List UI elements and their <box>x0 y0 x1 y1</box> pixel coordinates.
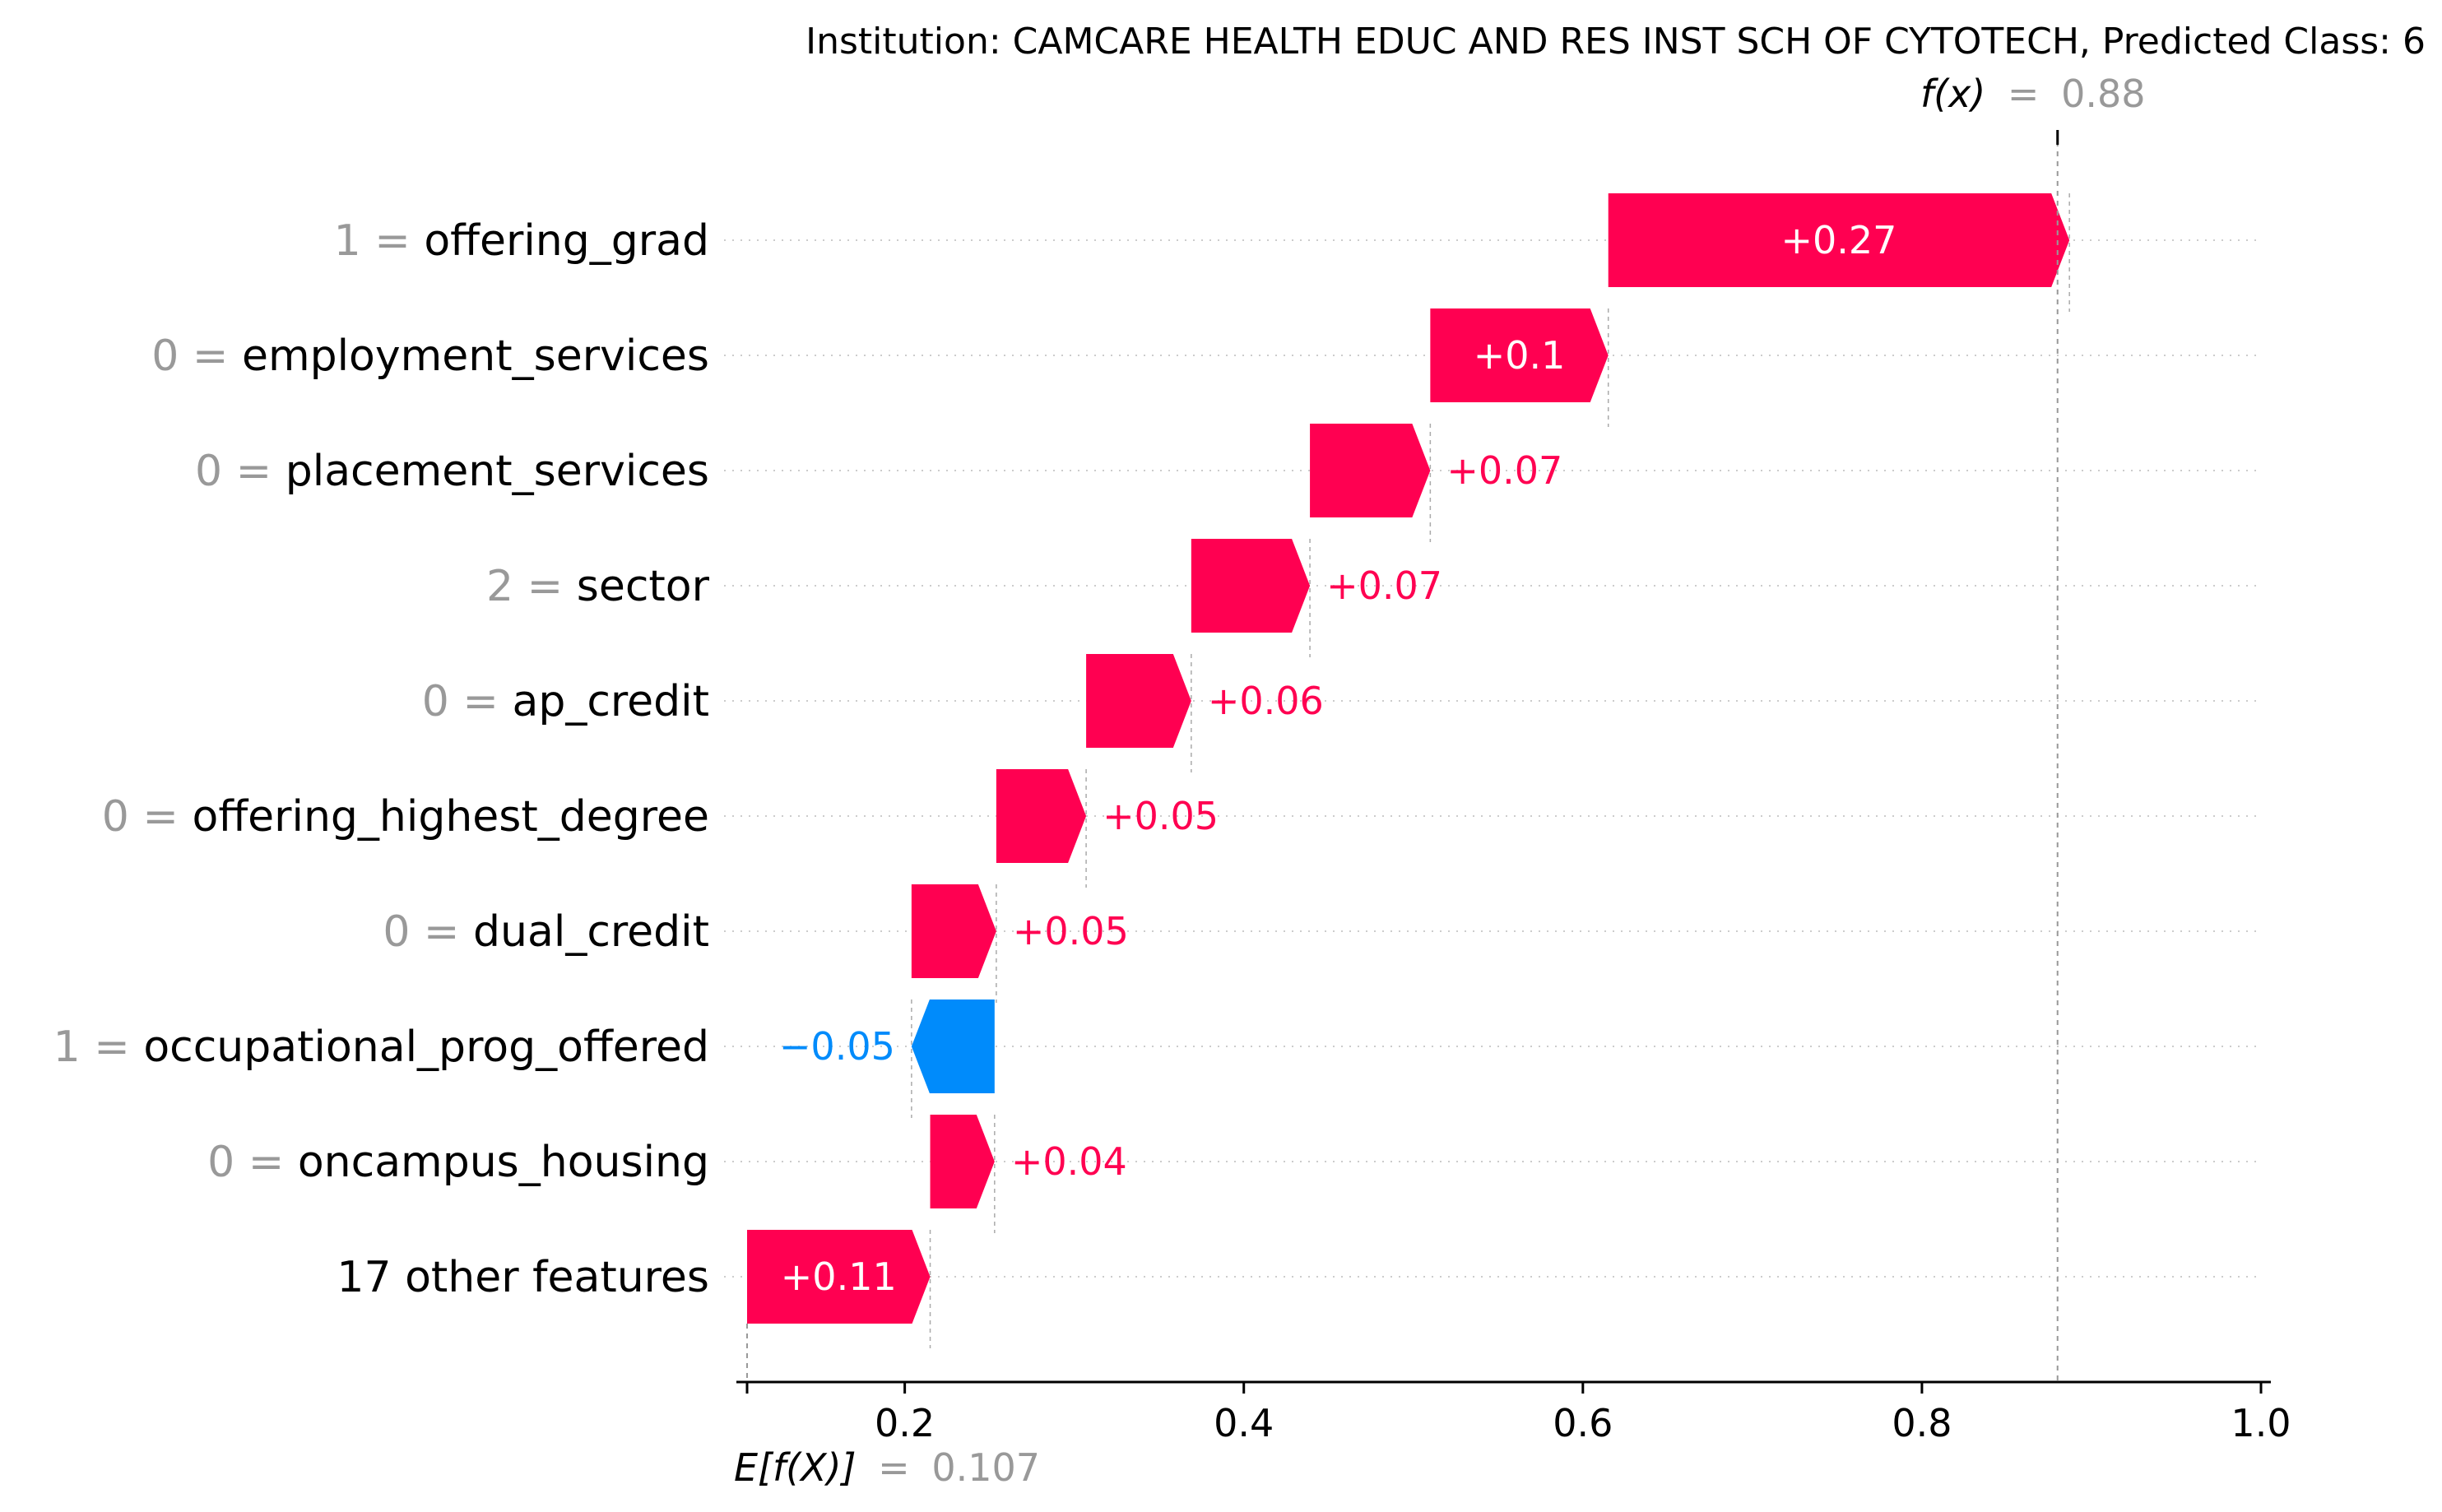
contribution-bar <box>1608 193 2070 287</box>
feature-name: occupational_prog_offered <box>143 1023 709 1072</box>
x-tick-label: 0.6 <box>1553 1401 1613 1445</box>
x-tick-label: 0.8 <box>1892 1401 1952 1445</box>
feature-value: 1 <box>334 216 361 266</box>
feature-value: 0 <box>383 907 410 957</box>
contribution-label: −0.05 <box>779 1024 895 1069</box>
x-tick-label: 1.0 <box>2231 1401 2291 1445</box>
base-eq: = <box>878 1445 910 1490</box>
fx-label: f(x) = 0.88 <box>1920 72 2146 116</box>
feature-value: 0 <box>207 1138 234 1187</box>
contribution-bar <box>911 999 995 1093</box>
feature-label: 17 other features <box>337 1253 709 1302</box>
feature-label: 2 = sector <box>486 562 710 611</box>
contribution-bar <box>1086 654 1191 748</box>
feature-eq: = <box>361 216 425 266</box>
x-axis: 0.2 0.4 0.6 0.8 1.0 <box>736 1380 2291 1445</box>
contribution-label: +0.05 <box>1103 794 1219 838</box>
connector-lines <box>911 193 2070 1348</box>
feature-eq: = <box>513 562 577 611</box>
contribution-label: +0.1 <box>1474 333 1566 378</box>
feature-label: 0 = placement_services <box>195 447 709 496</box>
feature-value: 0 <box>151 332 179 381</box>
contribution-bar <box>996 769 1087 863</box>
feature-name: placement_services <box>286 447 709 496</box>
contribution-label: +0.11 <box>781 1255 897 1299</box>
contribution-bar <box>911 884 996 978</box>
contribution-bar <box>1430 308 1609 402</box>
feature-name: employment_services <box>242 332 709 381</box>
feature-value: 0 <box>195 447 222 496</box>
fx-value: 0.88 <box>2061 72 2145 116</box>
feature-name: offering_highest_degree <box>193 792 710 842</box>
feature-label: 0 = employment_services <box>151 332 709 381</box>
feature-eq: = <box>410 907 473 957</box>
contribution-label: +0.07 <box>1446 448 1562 493</box>
contribution-label: +0.04 <box>1011 1139 1127 1184</box>
feature-eq: = <box>222 447 286 496</box>
feature-value: 0 <box>102 792 129 842</box>
contribution-bar <box>1310 424 1431 517</box>
feature-eq: = <box>81 1023 144 1072</box>
base-label: E[f(X)] = 0.107 <box>734 1445 1040 1490</box>
feature-value: 2 <box>486 562 513 611</box>
fx-eq: = <box>2008 72 2040 116</box>
fx-expr: f(x) <box>1920 72 1985 116</box>
feature-label: 0 = ap_credit <box>422 677 709 726</box>
feature-value: 1 <box>53 1023 81 1072</box>
feature-name: oncampus_housing <box>298 1138 709 1187</box>
contribution-label: +0.07 <box>1326 564 1442 608</box>
feature-name: sector <box>577 562 710 611</box>
contribution-bars: +0.27 +0.1 +0.07 +0.07 +0.06 +0.05 +0.05 −0.05 +… <box>747 193 2070 1324</box>
x-tick-label: 0.2 <box>875 1401 935 1445</box>
feature-eq: = <box>234 1138 298 1187</box>
feature-name: 17 other features <box>337 1253 709 1302</box>
output-annotation: f(x) = 0.88 <box>1920 72 2146 1382</box>
feature-label: 0 = dual_credit <box>383 907 709 957</box>
feature-eq: = <box>179 332 242 381</box>
feature-eq: = <box>129 792 193 842</box>
x-tick-label: 0.4 <box>1214 1401 1274 1445</box>
feature-name: offering_grad <box>424 216 709 266</box>
feature-label: 0 = offering_highest_degree <box>102 792 709 842</box>
base-value: 0.107 <box>931 1445 1040 1490</box>
base-expr: E[f(X)] <box>734 1445 857 1490</box>
feature-label: 1 = occupational_prog_offered <box>53 1023 709 1072</box>
feature-label: 0 = oncampus_housing <box>207 1138 709 1187</box>
feature-name: ap_credit <box>512 677 709 726</box>
feature-labels: 1 = offering_grad 0 = employment_services… <box>53 216 710 1302</box>
feature-value: 0 <box>422 677 449 726</box>
contribution-label: +0.27 <box>1780 218 1896 262</box>
chart-title: Institution: CAMCARE HEALTH EDUC AND RES… <box>805 21 2426 63</box>
feature-name: dual_credit <box>473 907 709 957</box>
contribution-bar <box>747 1230 931 1324</box>
contribution-label: +0.05 <box>1013 909 1129 953</box>
contribution-bar <box>930 1115 995 1208</box>
feature-label: 1 = offering_grad <box>334 216 709 266</box>
base-annotation: E[f(X)] = 0.107 <box>734 1324 1040 1490</box>
contribution-label: +0.06 <box>1208 679 1324 723</box>
feature-eq: = <box>449 677 513 726</box>
contribution-bar <box>1191 539 1311 633</box>
